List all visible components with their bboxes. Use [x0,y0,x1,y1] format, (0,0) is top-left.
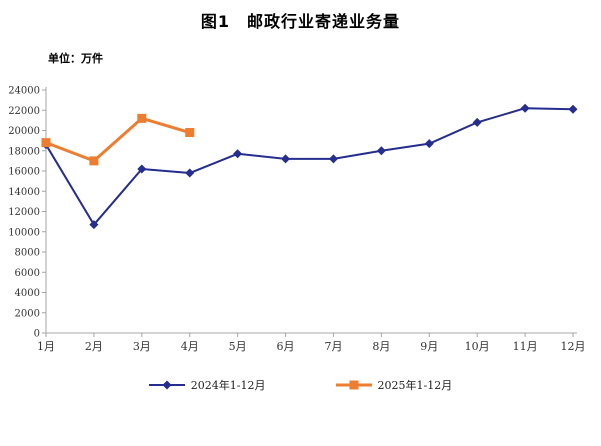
y-axis-tick-label: 10000 [8,227,40,238]
legend-marker-2024-diamond-icon [148,380,185,390]
legend-label-2024: 2024年1-12月 [190,379,266,392]
y-axis-tick-label: 8000 [15,248,40,259]
legend-label-2025: 2025年1-12月 [377,379,453,392]
data-point-diamond-2024年1-12月-10月 [472,117,482,127]
data-point-square-2025年1-12月-3月 [137,113,147,123]
x-axis-tick-label: 1月 [37,340,55,353]
x-axis-tick-label: 2月 [85,340,103,353]
y-axis-tick-label: 6000 [15,268,40,279]
legend-entry-2024: 2024年1-12月 [148,377,266,393]
y-axis-tick-label: 0 [34,329,40,340]
series-line-2025年1-12月 [44,116,192,163]
data-point-diamond-2024年1-12月-7月 [328,154,338,164]
series-line-2024年1-12月 [45,107,574,226]
data-point-diamond-2024年1-12月-3月 [137,164,147,174]
y-axis-tick-label: 4000 [15,288,40,299]
y-axis-tick-label: 12000 [8,207,40,218]
data-point-square-2025年1-12月-2月 [89,156,99,166]
x-axis-tick-label: 9月 [420,340,438,353]
x-axis-tick-label: 12月 [561,340,586,353]
x-axis-tick-label: 7月 [324,340,342,353]
x-axis-tick-label: 3月 [133,340,151,353]
y-axis-tick-label: 14000 [8,187,40,198]
y-axis-tick-label: 18000 [8,146,40,157]
data-point-diamond-2024年1-12月-11月 [520,103,530,113]
x-axis-tick-label: 6月 [277,340,295,353]
legend-square-2025年1-12月 [349,380,358,390]
y-axis-tick-label: 20000 [8,126,40,137]
data-point-diamond-2024年1-12月-5月 [233,149,243,159]
y-axis-unit-label: 单位：万件 [48,52,103,65]
legend-diamond-2024年1-12月 [162,380,172,390]
data-point-diamond-2024年1-12月-8月 [376,146,386,156]
x-axis-tick-label: 10月 [465,340,490,353]
x-axis-tick-label: 5月 [229,340,247,353]
x-axis-tick-label: 11月 [513,340,538,353]
data-point-square-2025年1-12月-1月 [41,138,51,148]
data-point-diamond-2024年1-12月-4月 [185,168,195,178]
legend-marker-2025-square-icon [335,380,372,390]
chart-title: 图1 邮政行业寄递业务量 [200,12,401,31]
x-axis-tick-label: 4月 [181,340,199,353]
y-axis-tick-label: 24000 [8,86,40,97]
data-point-diamond-2024年1-12月-6月 [281,154,291,164]
data-point-diamond-2024年1-12月-2月 [89,220,99,230]
legend-entry-2025: 2025年1-12月 [335,377,453,393]
data-point-diamond-2024年1-12月-9月 [424,139,434,149]
y-axis-tick-label: 2000 [15,308,40,319]
chart-legend: 2024年1-12月 2025年1-12月 [0,377,601,393]
y-axis-tick-label: 16000 [8,167,40,178]
data-point-diamond-2024年1-12月-12月 [568,104,578,114]
x-axis-tick-label: 8月 [372,340,390,353]
data-point-square-2025年1-12月-4月 [185,128,195,138]
y-axis-tick-label: 22000 [8,106,40,117]
